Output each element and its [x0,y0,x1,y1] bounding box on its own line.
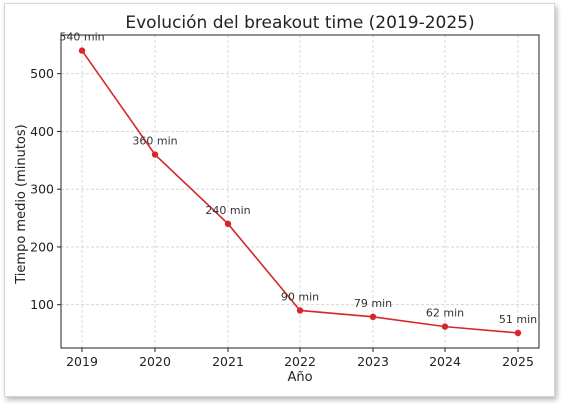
data-label: 90 min [281,290,319,303]
x-tick-label: 2022 [284,354,316,369]
y-tick-label: 200 [30,239,54,254]
data-label: 540 min [59,31,104,44]
x-axis-label: Año [287,370,312,385]
data-point [441,323,449,330]
data-point [369,313,377,321]
y-tick-label: 500 [30,66,54,81]
data-point [151,151,159,158]
x-tick-label: 2024 [429,354,461,369]
x-tick-label: 2021 [212,354,244,369]
data-point [224,220,232,228]
data-label: 62 min [426,307,464,320]
data-point [78,47,86,54]
y-axis-label: Tiempo medio (minutos) [14,124,29,285]
series-layer [78,47,522,337]
x-tick-label: 2023 [357,354,389,369]
grid-layer [61,35,539,348]
data-label: 51 min [499,313,537,326]
ticks-layer: 2019 2020 2021 2022 2023 2024 2025 100 200 300 400… [30,66,534,369]
x-tick-label: 2019 [66,354,98,369]
chart-frame [4,3,555,397]
x-tick-label: 2020 [139,354,171,369]
data-label: 79 min [354,297,392,310]
x-tick-label: 2025 [502,354,534,369]
data-point [514,329,522,337]
data-label: 360 min [132,135,177,148]
data-labels-layer: 540 min 360 min 240 min 90 min 79 min 62 min 5… [59,31,537,326]
y-tick-label: 100 [30,297,54,312]
data-label: 240 min [205,204,250,217]
data-point [296,307,304,314]
y-tick-label: 300 [30,182,54,197]
y-tick-label: 400 [30,124,54,139]
chart-title: Evolución del breakout time (2019-2025) [125,13,474,33]
